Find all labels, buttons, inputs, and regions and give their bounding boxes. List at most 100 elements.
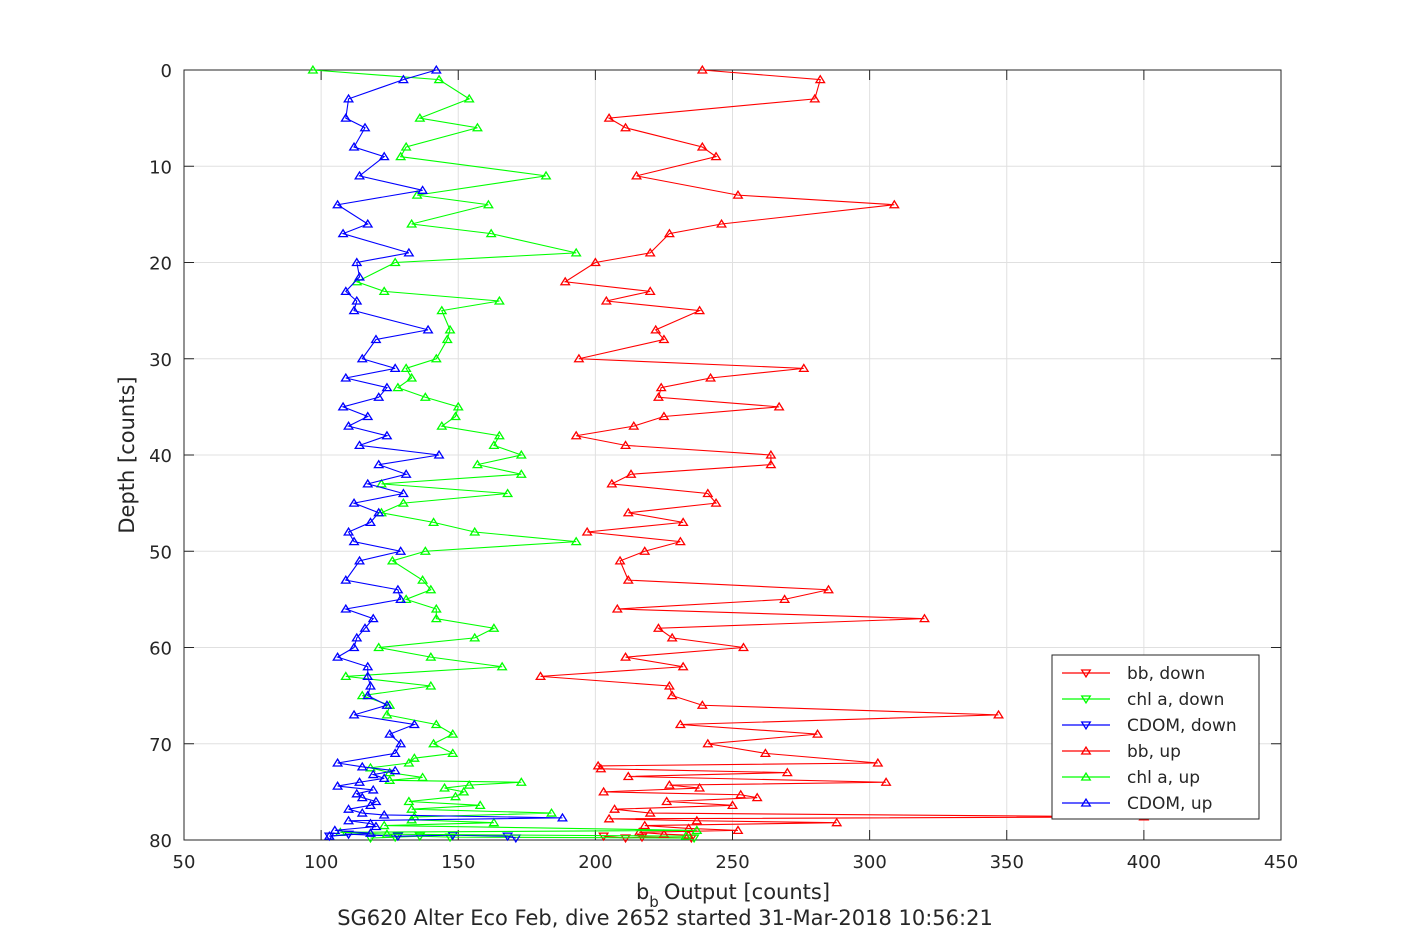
data-point bbox=[351, 257, 363, 267]
data-point bbox=[485, 228, 497, 238]
legend-label: CDOM, up bbox=[1127, 794, 1212, 814]
data-point bbox=[655, 382, 667, 392]
data-point bbox=[408, 753, 420, 762]
legend-label: bb, up bbox=[1127, 742, 1181, 762]
data-point bbox=[378, 773, 390, 783]
data-point bbox=[433, 74, 445, 84]
data-point bbox=[332, 652, 344, 661]
data-point bbox=[332, 199, 344, 209]
data-point bbox=[378, 820, 390, 830]
data-point bbox=[603, 113, 615, 122]
data-point bbox=[773, 401, 785, 411]
data-point bbox=[600, 295, 612, 305]
data-point bbox=[354, 777, 365, 786]
data-point bbox=[436, 421, 448, 430]
data-point bbox=[370, 334, 382, 344]
data-point bbox=[812, 729, 823, 738]
series-cdom-up bbox=[323, 64, 568, 840]
data-point bbox=[395, 738, 407, 748]
data-point bbox=[702, 488, 714, 498]
data-point bbox=[400, 594, 412, 604]
data-point bbox=[589, 257, 601, 267]
data-point bbox=[444, 324, 456, 334]
data-point bbox=[389, 257, 401, 267]
data-point bbox=[340, 286, 352, 296]
y-tick-label: 20 bbox=[149, 254, 172, 275]
data-point bbox=[359, 623, 371, 632]
data-point bbox=[425, 652, 437, 661]
data-point bbox=[705, 372, 717, 382]
data-point bbox=[356, 792, 368, 802]
data-point bbox=[367, 784, 379, 794]
data-point bbox=[631, 170, 642, 180]
legend-swatch-marker bbox=[1080, 797, 1092, 807]
data-point bbox=[362, 690, 374, 700]
data-point bbox=[556, 812, 568, 822]
data-point bbox=[400, 469, 412, 478]
data-point bbox=[823, 584, 834, 594]
data-point bbox=[452, 401, 464, 411]
x-tick-label: 350 bbox=[990, 852, 1024, 873]
data-point bbox=[620, 122, 632, 132]
data-point bbox=[348, 642, 360, 652]
y-tick-label: 40 bbox=[149, 446, 172, 467]
data-point bbox=[362, 478, 374, 488]
data-point bbox=[340, 671, 352, 681]
data-point bbox=[781, 767, 793, 777]
data-point bbox=[365, 800, 376, 810]
data-point bbox=[639, 546, 651, 555]
data-point bbox=[622, 771, 634, 781]
legend-swatch-marker bbox=[1080, 745, 1092, 755]
y-tick-label: 70 bbox=[149, 735, 172, 756]
data-point bbox=[737, 642, 749, 652]
data-point bbox=[482, 199, 494, 209]
data-point bbox=[378, 809, 390, 819]
x-axis-label: bb Output [counts] bbox=[636, 880, 830, 911]
data-point bbox=[663, 680, 675, 690]
data-point bbox=[716, 218, 728, 228]
x-tick-label: 100 bbox=[304, 852, 338, 873]
data-point bbox=[332, 757, 344, 767]
y-tick-label: 0 bbox=[161, 61, 172, 82]
y-tick-label: 30 bbox=[149, 350, 172, 371]
data-point bbox=[436, 305, 448, 315]
data-point bbox=[488, 817, 500, 827]
data-point bbox=[598, 832, 610, 842]
data-point bbox=[515, 449, 527, 459]
legend-box bbox=[1051, 654, 1260, 820]
data-point bbox=[622, 575, 634, 584]
data-point bbox=[652, 392, 664, 401]
data-point bbox=[373, 642, 385, 652]
data-point bbox=[417, 185, 429, 194]
data-point bbox=[488, 440, 500, 450]
data-point bbox=[658, 411, 670, 421]
data-point bbox=[351, 788, 363, 798]
data-point bbox=[606, 478, 618, 488]
data-point bbox=[375, 478, 387, 488]
data-point bbox=[425, 680, 437, 690]
data-point bbox=[362, 411, 374, 421]
x-tick-label: 150 bbox=[441, 852, 475, 873]
data-point bbox=[598, 786, 610, 796]
data-point bbox=[691, 825, 703, 835]
x-axis-label-prefix: b bbox=[636, 880, 649, 904]
data-point bbox=[622, 507, 634, 517]
data-point bbox=[680, 831, 692, 840]
data-point bbox=[340, 113, 352, 122]
data-point bbox=[365, 818, 376, 828]
data-point bbox=[430, 719, 442, 729]
data-point bbox=[430, 613, 442, 623]
data-point bbox=[343, 804, 355, 813]
data-point bbox=[696, 141, 708, 151]
data-point bbox=[439, 782, 451, 792]
data-point bbox=[389, 363, 401, 373]
chart-title: SG620 Alter Eco Feb, dive 2652 started 3… bbox=[337, 906, 993, 930]
data-point bbox=[378, 151, 390, 161]
data-point bbox=[348, 305, 360, 315]
data-point bbox=[759, 748, 771, 758]
legend-item: CDOM, down bbox=[1062, 716, 1237, 736]
data-point bbox=[356, 761, 368, 771]
data-point bbox=[765, 449, 777, 459]
data-point bbox=[348, 709, 360, 719]
